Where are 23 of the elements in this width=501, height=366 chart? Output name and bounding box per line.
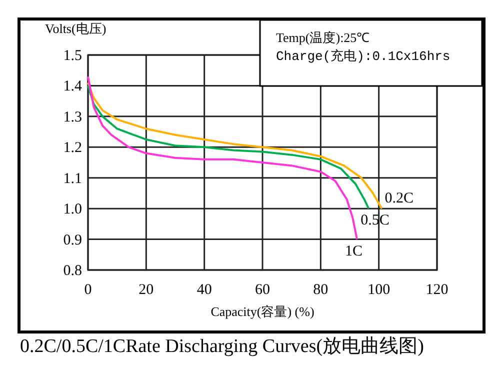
y-tick-label: 1.1 xyxy=(63,170,82,187)
x-tick-label: 0 xyxy=(84,282,92,298)
annotation: Charge(充电):0.1Cx16hrs xyxy=(276,49,450,64)
x-tick-label: 100 xyxy=(368,282,390,298)
y-tick-label: 1.5 xyxy=(63,48,82,64)
y-tick-label: 0.9 xyxy=(63,232,82,248)
y-tick-label: 1.0 xyxy=(63,202,82,218)
series-label: 0.2C xyxy=(384,190,414,207)
y-tick-label: 1.4 xyxy=(63,78,82,95)
x-tick-label: 40 xyxy=(196,282,212,298)
y-tick-label: 1.3 xyxy=(63,109,82,126)
y-tick-label: 1.2 xyxy=(63,140,82,156)
text: 0.2C/0.5C/1CRate Discharging Curves(放电曲线图) xyxy=(20,336,424,357)
series-label: 1C xyxy=(345,243,363,260)
y-tick-label: 0.8 xyxy=(63,263,82,279)
y-axis-title: Volts(电压) xyxy=(45,21,106,36)
x-tick-label: 120 xyxy=(426,282,448,298)
text: Temp(温度):25℃ xyxy=(276,30,370,45)
x-tick-label: 80 xyxy=(313,282,328,298)
x-tick-label: 60 xyxy=(255,282,270,298)
line-series xyxy=(87,76,358,240)
x-tick-label: 20 xyxy=(138,282,154,298)
x-axis-title: Capacity(容量) (%) xyxy=(210,304,314,319)
